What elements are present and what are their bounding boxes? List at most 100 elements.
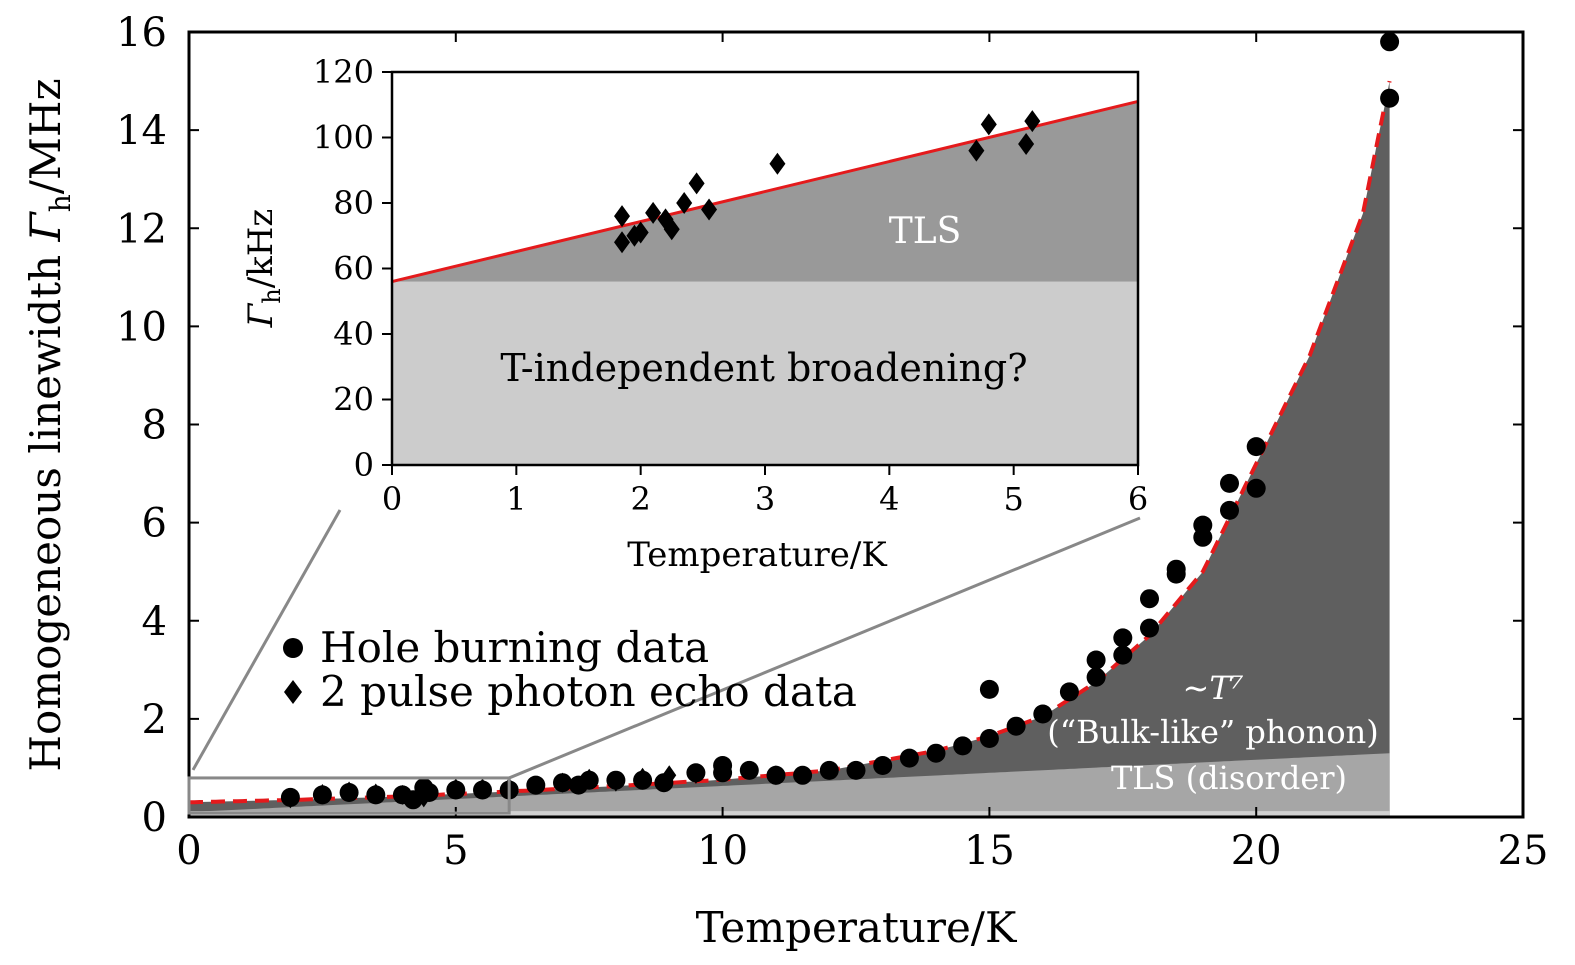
data-point-photon-echo <box>688 763 703 784</box>
data-point-photon-echo <box>768 765 783 786</box>
x-tick-label: 5 <box>443 828 468 874</box>
data-point-photon-echo <box>368 783 383 804</box>
data-point-hole-burning <box>1086 667 1106 687</box>
data-point-hole-burning <box>1140 618 1159 638</box>
data-point-hole-burning <box>979 679 999 699</box>
zoom-connector-left <box>191 509 342 771</box>
zoom-connector-right <box>508 516 1141 780</box>
data-point-hole-burning <box>1033 704 1053 724</box>
y-tick-label: 4 <box>142 599 167 645</box>
data-point-hole-burning <box>793 765 813 785</box>
inset-y-tick-label: 80 <box>333 184 374 222</box>
inset-data-point-photon-echo <box>701 198 718 221</box>
inset-y-tick-label: 120 <box>313 53 374 91</box>
fit-curve <box>188 80 1392 805</box>
data-point-hole-burning <box>526 775 546 795</box>
y-tick-label: 8 <box>142 403 167 449</box>
y-tick-label: 10 <box>116 304 167 350</box>
inset-data-point-photon-echo <box>614 205 631 228</box>
x-ticks: 0 5 10 15 20 25 <box>176 32 1548 874</box>
data-point-photon-echo <box>582 768 597 789</box>
legend-diamond-marker <box>284 680 302 704</box>
t7-phonon-region <box>189 81 1390 818</box>
inset-x-axis-label: Temperature/K <box>627 535 887 575</box>
legend-label-photon-echo: 2 pulse photon echo data <box>320 667 857 716</box>
inset-data-point-photon-echo <box>645 201 662 224</box>
data-point-hole-burning <box>926 743 946 763</box>
inset-data-point-photon-echo <box>688 172 705 195</box>
inset-x-tick-label: 3 <box>755 480 775 518</box>
x-tick-label: 0 <box>176 828 201 874</box>
data-point-photon-echo <box>395 784 410 805</box>
inset-x-ticks: 0 1 2 3 4 5 6 <box>382 465 1148 518</box>
y-tick-label: 2 <box>142 697 167 743</box>
inset-x-tick-label: 1 <box>506 480 526 518</box>
inset-data-point-photon-echo <box>676 192 693 214</box>
x-axis-label: Temperature/K <box>696 903 1018 952</box>
data-point-photon-echo <box>283 788 298 809</box>
data-point-hole-burning <box>979 729 999 748</box>
x-tick-label: 15 <box>964 828 1015 874</box>
y-tick-label: 12 <box>116 206 167 252</box>
data-point-photon-echo <box>608 771 623 792</box>
tls-disorder-region <box>189 753 1390 817</box>
data-point-hole-burning <box>1380 32 1400 52</box>
t-independent-region <box>392 281 1138 465</box>
inset-data-point-photon-echo <box>632 221 649 244</box>
data-point-hole-burning <box>1246 437 1266 457</box>
zoom-box <box>187 776 511 815</box>
data-point-hole-burning <box>1220 500 1239 520</box>
data-point-hole-burning <box>1193 515 1213 535</box>
inset-y-tick-label: 100 <box>313 119 374 157</box>
inset-y-tick-label: 0 <box>354 446 374 484</box>
data-point-hole-burning <box>1086 650 1106 670</box>
data-point-hole-burning <box>1380 88 1400 108</box>
inset-fit-line <box>391 100 1139 284</box>
x-tick-label: 25 <box>1498 828 1549 874</box>
data-point-hole-burning <box>819 760 839 780</box>
data-point-hole-burning <box>1113 628 1133 648</box>
data-point-hole-burning <box>1166 559 1186 579</box>
t7-annotation: ∼T⁷ <box>1183 669 1244 707</box>
data-point-photon-echo <box>715 760 730 781</box>
inset-data-point-photon-echo <box>1024 110 1041 133</box>
y-tick-label: 16 <box>116 10 167 56</box>
data-point-photon-echo <box>662 765 677 786</box>
y-tick-label: 6 <box>142 501 167 547</box>
data-point-hole-burning <box>846 760 866 780</box>
data-point-hole-burning <box>1246 478 1266 498</box>
inset-broadening-annotation: T-independent broadening? <box>500 346 1027 390</box>
data-point-hole-burning <box>899 748 919 768</box>
data-point-hole-burning <box>1006 716 1026 736</box>
inset-y-tick-label: 20 <box>333 381 374 419</box>
inset-x-tick-label: 2 <box>630 480 650 518</box>
data-point-hole-burning <box>1059 682 1079 702</box>
data-point-photon-echo <box>555 772 570 793</box>
x-tick-label: 10 <box>697 828 748 874</box>
inset-data-point-photon-echo <box>980 113 997 136</box>
inset-data-point-photon-echo <box>769 152 786 175</box>
y-tick-label: 0 <box>142 795 167 841</box>
legend-label-hole-burning: Hole burning data <box>320 623 709 672</box>
inset-data-point-photon-echo <box>663 218 680 241</box>
data-point-hole-burning <box>1140 589 1159 609</box>
y-axis-label: Homogeneous linewidth Γh/MHz <box>21 78 77 771</box>
inset-data-point-photon-echo <box>614 231 631 254</box>
data-point-hole-burning <box>953 736 973 756</box>
legend-circle-marker <box>283 638 303 658</box>
inset-x-tick-label: 4 <box>879 480 899 518</box>
data-point-hole-burning <box>1220 473 1239 493</box>
inset-chart: 0 1 2 3 4 5 6 0 20 40 60 80 100 120 Temperature/K Γh… <box>241 53 1148 575</box>
inset-y-axis-label: Γh/kHz <box>241 209 286 329</box>
inset-x-tick-label: 5 <box>1003 480 1023 518</box>
inset-data-points <box>614 110 1041 254</box>
inset-tls-annotation: TLS <box>889 211 962 252</box>
data-point-hole-burning <box>1113 645 1133 665</box>
data-point-photon-echo <box>315 783 330 804</box>
inset-x-tick-label: 6 <box>1128 480 1148 518</box>
y-tick-label: 14 <box>116 108 167 154</box>
tls-disorder-annotation: TLS (disorder) <box>1111 759 1347 797</box>
inset-y-ticks: 0 20 40 60 80 100 120 <box>313 53 392 484</box>
